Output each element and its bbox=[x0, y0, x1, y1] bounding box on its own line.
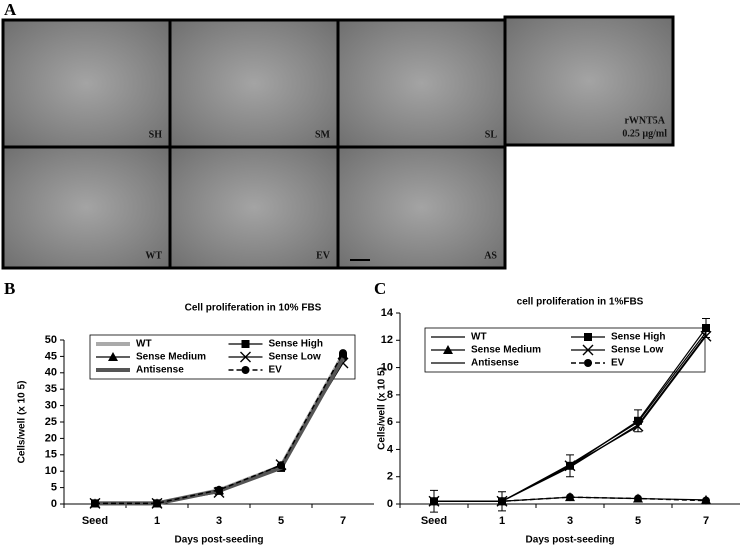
legend-marker bbox=[241, 340, 250, 348]
y-tick-label: 6 bbox=[387, 416, 393, 428]
data-point bbox=[91, 499, 99, 508]
series-line bbox=[434, 334, 707, 502]
legend-label: EV bbox=[269, 365, 283, 376]
x-tick-label: 1 bbox=[154, 515, 160, 527]
legend-marker bbox=[443, 345, 453, 354]
legend-box bbox=[89, 334, 356, 380]
data-point bbox=[339, 349, 347, 358]
micrograph bbox=[503, 15, 675, 147]
micrograph bbox=[1, 145, 172, 270]
y-tick-label: 10 bbox=[381, 361, 393, 373]
legend-label: WT bbox=[471, 332, 487, 343]
legend-label: Antisense bbox=[136, 365, 184, 376]
x-axis-label: Days post-seeding bbox=[175, 535, 264, 546]
x-axis-label: Days post-seeding bbox=[526, 535, 615, 546]
x-tick-label: 3 bbox=[567, 515, 573, 527]
data-point bbox=[702, 496, 710, 505]
image-label: AS bbox=[484, 250, 497, 261]
chart-title: cell proliferation in 1%FBS bbox=[517, 297, 644, 308]
data-point bbox=[634, 416, 642, 425]
y-axis-label: Cells/well (x 10 5) bbox=[17, 381, 28, 464]
legend-marker bbox=[584, 359, 592, 367]
data-point bbox=[702, 324, 710, 333]
legend-label: WT bbox=[136, 339, 152, 350]
y-tick-label: 8 bbox=[387, 389, 393, 401]
data-point bbox=[215, 485, 223, 494]
y-tick-label: 15 bbox=[45, 449, 57, 461]
image-label: SM bbox=[315, 129, 331, 140]
x-tick-label: 7 bbox=[703, 515, 709, 527]
image-sublabel: 0.25 µg/ml bbox=[622, 128, 667, 139]
data-point bbox=[498, 497, 506, 506]
data-point bbox=[277, 461, 285, 470]
y-tick-label: 45 bbox=[45, 350, 57, 362]
panel-label: B bbox=[4, 279, 15, 298]
y-tick-label: 50 bbox=[45, 334, 57, 346]
x-tick-label: 3 bbox=[216, 515, 222, 527]
data-point bbox=[634, 494, 642, 503]
y-tick-label: 35 bbox=[45, 383, 57, 395]
legend-marker bbox=[584, 333, 592, 341]
image-label: rWNT5A bbox=[624, 115, 665, 126]
x-tick-label: Seed bbox=[82, 515, 108, 527]
panel-label: C bbox=[374, 279, 386, 298]
legend-label: Sense Medium bbox=[136, 352, 206, 363]
legend-marker bbox=[240, 351, 251, 363]
chart-title: Cell proliferation in 10% FBS bbox=[185, 303, 322, 314]
data-point bbox=[566, 493, 574, 502]
legend-label: Antisense bbox=[471, 358, 519, 369]
y-tick-label: 2 bbox=[387, 471, 393, 483]
y-tick-label: 0 bbox=[387, 498, 393, 510]
data-point bbox=[153, 499, 161, 508]
data-point bbox=[632, 420, 644, 432]
x-tick-label: 5 bbox=[635, 515, 641, 527]
y-tick-label: 5 bbox=[51, 482, 57, 494]
y-tick-label: 14 bbox=[381, 307, 394, 319]
y-tick-label: 0 bbox=[51, 498, 57, 510]
y-tick-label: 20 bbox=[45, 432, 57, 444]
panel-label: A bbox=[4, 0, 17, 19]
data-point bbox=[430, 497, 438, 506]
x-tick-label: 7 bbox=[340, 515, 346, 527]
series-line bbox=[95, 352, 344, 505]
legend-label: Sense High bbox=[611, 332, 665, 343]
legend-box bbox=[424, 327, 706, 373]
micrograph bbox=[336, 145, 507, 270]
micrograph bbox=[168, 18, 340, 149]
image-label: SL bbox=[485, 129, 498, 140]
x-tick-label: 1 bbox=[499, 515, 505, 527]
image-label: EV bbox=[316, 250, 331, 261]
image-label: SH bbox=[149, 129, 163, 140]
y-tick-label: 12 bbox=[381, 334, 393, 346]
y-axis-label: Cells/well (x 10 5) bbox=[377, 367, 388, 450]
y-tick-label: 10 bbox=[45, 465, 57, 477]
y-tick-label: 4 bbox=[387, 443, 394, 455]
y-tick-label: 40 bbox=[45, 367, 57, 379]
image-label: WT bbox=[145, 250, 162, 261]
micrograph bbox=[336, 18, 507, 149]
legend-label: Sense Medium bbox=[471, 345, 541, 356]
legend-marker bbox=[108, 352, 118, 361]
legend-label: Sense High bbox=[269, 339, 323, 350]
legend-marker bbox=[582, 344, 594, 356]
y-tick-label: 30 bbox=[45, 400, 57, 412]
legend-label: EV bbox=[611, 358, 625, 369]
legend-marker bbox=[241, 366, 250, 374]
legend-label: Sense Low bbox=[611, 345, 663, 356]
x-tick-label: Seed bbox=[421, 515, 447, 527]
y-tick-label: 25 bbox=[45, 416, 57, 428]
legend-label: Sense Low bbox=[269, 352, 321, 363]
x-tick-label: 5 bbox=[278, 515, 284, 527]
micrograph bbox=[168, 145, 340, 270]
micrograph bbox=[1, 18, 172, 149]
